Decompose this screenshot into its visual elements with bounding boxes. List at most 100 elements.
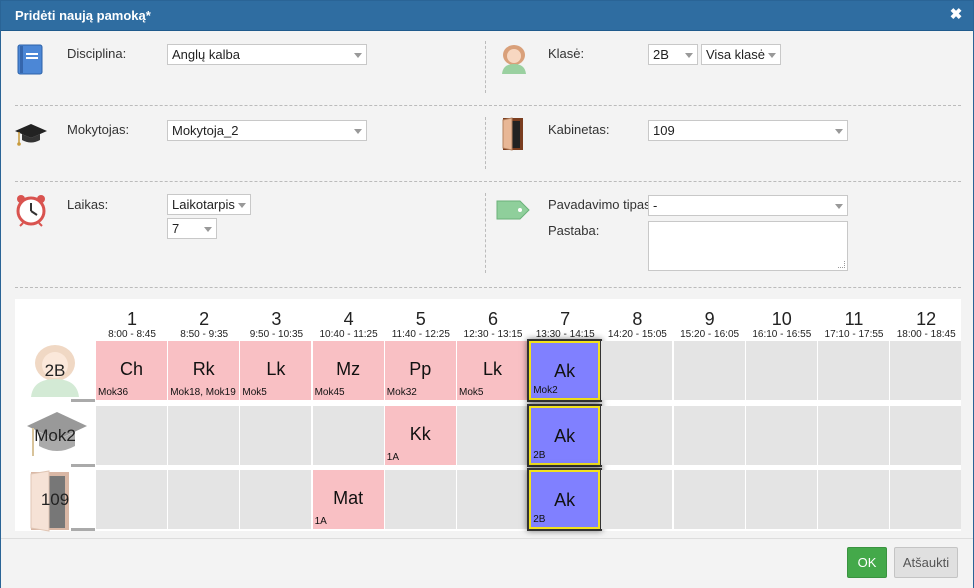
group-select[interactable]: Visa klasė [701,44,781,65]
chevron-down-icon [768,53,776,58]
lesson-cell[interactable] [601,341,673,400]
period-header: 9 15:20 - 16:05 [674,299,746,341]
lesson-cell[interactable] [96,470,167,529]
cancel-button[interactable]: Atšaukti [894,547,958,578]
period-number: 2 [199,309,210,329]
lesson-subject: Ak [554,490,576,510]
note-textarea[interactable] [648,221,848,271]
lesson-cell[interactable] [818,341,889,400]
dialog-titlebar: Pridėti naują pamoką* ✖ [1,1,973,31]
lesson-cell[interactable] [240,470,312,529]
tag-icon [496,200,530,220]
door-icon [25,470,75,535]
chevron-down-icon [685,53,693,58]
replacement-select[interactable]: - [648,195,848,216]
period-time: 8:50 - 9:35 [180,329,229,340]
period-header: 10 16:10 - 16:55 [746,299,818,341]
lesson-cell[interactable] [384,470,456,529]
lesson-cell[interactable]: Ch Mok36 [96,341,167,400]
lesson-cell[interactable] [818,470,889,529]
lesson-cell[interactable] [673,341,745,400]
lesson-cell[interactable]: Pp Mok32 [384,341,456,400]
period-select[interactable]: 7 [167,218,217,239]
row-label: 109 [15,470,95,532]
lesson-subject: Lk [482,359,502,379]
lesson-cell[interactable] [457,470,528,529]
horizontal-divider [15,105,961,106]
period-value: 7 [172,221,180,236]
vertical-divider [485,41,486,93]
cabinet-value: 109 [653,123,675,138]
door-icon [502,117,523,151]
period-number: 8 [632,309,643,329]
lesson-cell[interactable]: Rk Mok18, Mok19 [168,341,240,400]
cabinet-select[interactable]: 109 [648,120,848,141]
lesson-cell[interactable] [673,405,745,465]
lesson-cell[interactable]: Lk Mok5 [240,341,312,400]
lesson-cell[interactable] [890,405,962,465]
lesson-cell[interactable] [601,470,673,529]
lesson-subject: Ak [554,425,576,446]
close-icon[interactable]: ✖ [949,6,963,23]
teacher-select[interactable]: Mokytoja_2 [167,120,367,141]
student-icon [502,45,526,74]
lesson-subject: Mz [336,359,361,379]
lesson-assignee: Mok5 [459,387,484,398]
lesson-cell[interactable] [818,405,889,465]
vertical-divider [485,117,486,169]
lesson-cell[interactable] [240,405,312,465]
period-time: 9:50 - 10:35 [249,329,304,340]
period-time: 8:00 - 8:45 [108,329,156,340]
dialog-footer: OK Atšaukti [1,538,973,588]
selected-lesson-cell[interactable]: Ak Mok2 [529,341,601,400]
teacher-value: Mokytoja_2 [172,123,239,138]
period-number: 6 [487,309,498,329]
lesson-cell[interactable] [745,470,817,529]
discipline-label: Disciplina: [67,46,127,61]
horizontal-divider [15,181,961,182]
period-header: 11 17:10 - 17:55 [818,299,890,341]
period-header: 2 8:50 - 9:35 [168,299,240,341]
resize-grip-icon[interactable] [838,261,845,268]
lesson-cell[interactable] [168,470,240,529]
lesson-cell[interactable]: Mat 1A [312,470,384,529]
lesson-cell[interactable] [457,405,528,465]
lesson-cell[interactable] [745,341,817,400]
lesson-cell[interactable] [96,405,167,465]
lesson-cell[interactable] [745,405,817,465]
time-mode-select[interactable]: Laikotarpis [167,194,251,215]
lesson-subject: Lk [266,359,286,379]
lesson-cell[interactable] [890,470,962,529]
time-label: Laikas: [67,197,109,212]
class-value: 2B [653,47,669,62]
lesson-cell[interactable] [601,405,673,465]
lesson-cell[interactable] [890,341,962,400]
class-select[interactable]: 2B [648,44,698,65]
lesson-assignee: Mok45 [314,387,345,398]
vertical-divider [485,193,486,273]
selected-lesson-cell[interactable]: Ak 2B [529,405,601,465]
discipline-select[interactable]: Anglų kalba [167,44,367,65]
ok-button[interactable]: OK [847,547,887,578]
lesson-subject: Rk [192,359,215,379]
replacement-label: Pavadavimo tipas: [548,197,655,212]
time-mode-value: Laikotarpis [172,197,235,212]
lesson-cell[interactable] [673,470,745,529]
lesson-cell[interactable]: Kk 1A [384,405,456,465]
note-label: Pastaba: [548,223,600,238]
period-number: 4 [343,309,354,329]
lesson-assignee: 1A [386,451,400,463]
period-header: 1 8:00 - 8:45 [96,299,168,341]
period-number: 10 [771,309,792,329]
lesson-cell[interactable]: Mz Mok45 [312,341,384,400]
lesson-assignee: Mok2 [533,385,558,396]
lesson-assignee: Mok18, Mok19 [170,387,236,398]
period-time: 15:20 - 16:05 [680,329,740,340]
lesson-assignee: 2B [533,514,546,525]
selected-lesson-cell[interactable]: Ak 2B [529,470,601,529]
row-label: 2B [15,341,95,403]
period-number: 11 [844,309,864,329]
lesson-cell[interactable]: Lk Mok5 [457,341,528,400]
lesson-cell[interactable] [312,405,384,465]
lesson-cell[interactable] [168,405,240,465]
